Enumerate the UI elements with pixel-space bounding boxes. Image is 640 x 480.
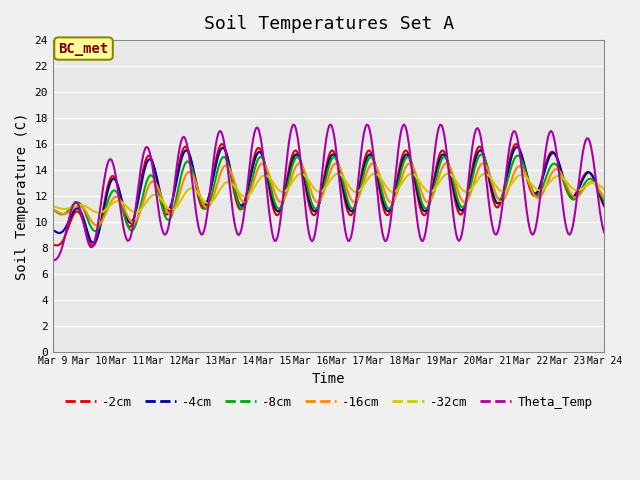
Line: -32cm: -32cm	[53, 174, 604, 213]
-16cm	[445, 162, 452, 168]
Line: -8cm: -8cm	[53, 155, 604, 231]
-16cm	[93, 222, 101, 228]
Theta_Temp	[525, 224, 533, 230]
-8cm	[444, 157, 451, 163]
-4cm	[90, 240, 97, 246]
-8cm	[527, 185, 534, 191]
Title: Soil Temperatures Set A: Soil Temperatures Set A	[204, 15, 454, 33]
Line: -16cm: -16cm	[53, 163, 604, 225]
-2cm	[90, 243, 97, 249]
-8cm	[334, 159, 342, 165]
-32cm	[68, 204, 76, 210]
-2cm	[49, 241, 57, 247]
-16cm	[49, 206, 57, 212]
Theta_Temp	[333, 150, 340, 156]
-32cm	[334, 171, 342, 177]
-8cm	[49, 207, 57, 213]
Line: -4cm: -4cm	[53, 147, 604, 243]
-32cm	[444, 171, 451, 177]
-16cm	[335, 164, 343, 169]
-16cm	[68, 207, 76, 213]
-8cm	[599, 196, 607, 202]
-16cm	[600, 195, 608, 201]
-2cm	[85, 238, 93, 243]
-32cm	[49, 204, 57, 209]
-4cm	[599, 199, 607, 205]
-32cm	[481, 171, 488, 177]
Theta_Temp	[598, 218, 605, 224]
-8cm	[600, 199, 608, 205]
Text: BC_met: BC_met	[58, 42, 109, 56]
Legend: -2cm, -4cm, -8cm, -16cm, -32cm, Theta_Temp: -2cm, -4cm, -8cm, -16cm, -32cm, Theta_Te…	[60, 391, 597, 414]
-16cm	[599, 193, 607, 199]
Theta_Temp	[444, 156, 451, 161]
-4cm	[85, 234, 93, 240]
Line: Theta_Temp: Theta_Temp	[53, 124, 604, 260]
Theta_Temp	[49, 257, 57, 263]
X-axis label: Time: Time	[312, 372, 346, 386]
-16cm	[527, 185, 534, 191]
-4cm	[334, 161, 342, 167]
-2cm	[68, 216, 76, 221]
-2cm	[599, 201, 607, 206]
-4cm	[513, 144, 520, 150]
-2cm	[527, 188, 534, 194]
Theta_Temp	[85, 241, 93, 247]
-32cm	[95, 210, 103, 216]
-16cm	[85, 214, 93, 220]
-8cm	[91, 228, 99, 234]
-32cm	[85, 205, 93, 211]
-2cm	[444, 158, 451, 164]
-4cm	[527, 184, 534, 190]
Y-axis label: Soil Temperature (C): Soil Temperature (C)	[15, 112, 29, 279]
-32cm	[600, 186, 608, 192]
-4cm	[49, 227, 57, 233]
-8cm	[85, 219, 93, 225]
-32cm	[527, 180, 534, 186]
-8cm	[478, 152, 486, 157]
-2cm	[600, 204, 608, 209]
-4cm	[444, 158, 451, 164]
Line: -2cm: -2cm	[53, 144, 604, 246]
Theta_Temp	[400, 121, 408, 127]
-2cm	[513, 141, 520, 147]
Theta_Temp	[600, 229, 608, 235]
-32cm	[599, 185, 607, 191]
-2cm	[334, 162, 342, 168]
Theta_Temp	[68, 206, 76, 212]
-4cm	[68, 212, 76, 218]
-8cm	[68, 204, 76, 210]
-4cm	[600, 203, 608, 208]
-16cm	[295, 160, 303, 166]
